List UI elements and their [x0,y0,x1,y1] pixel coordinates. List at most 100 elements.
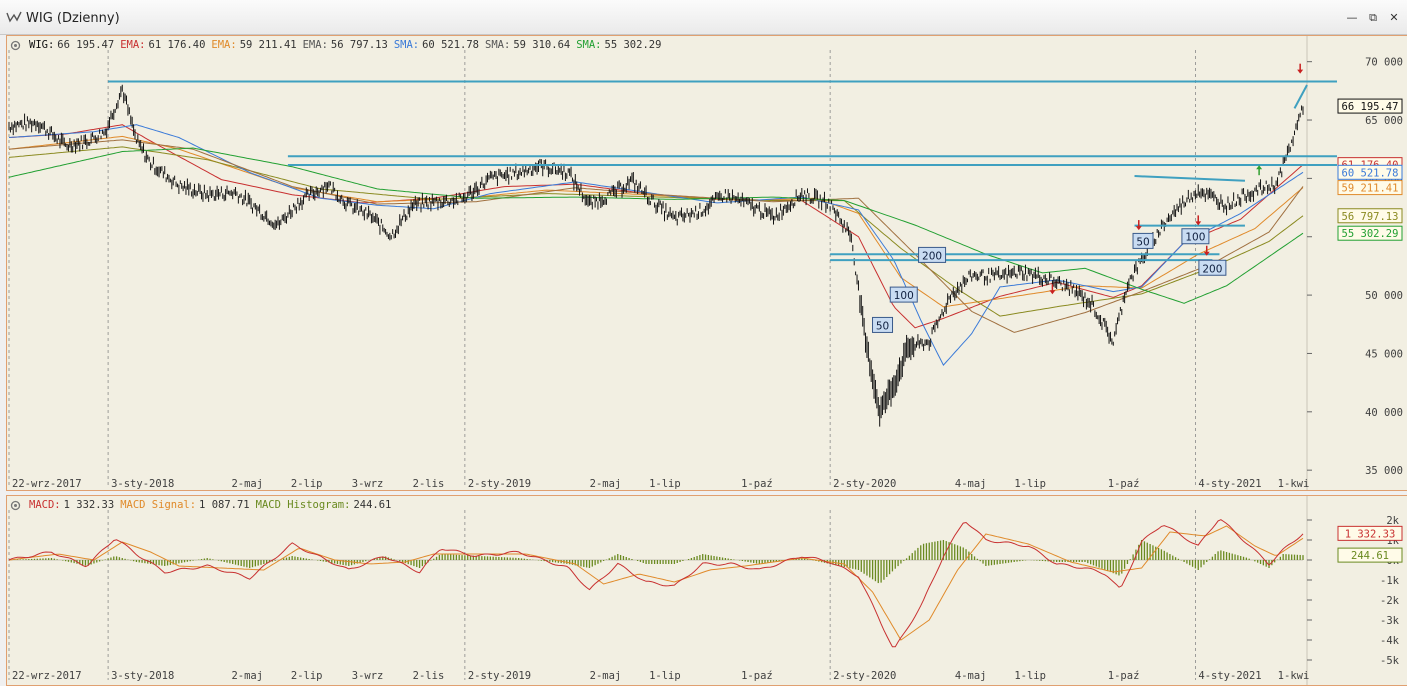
price-legend-label: EMA: [302,39,328,51]
price-value-tag: 66 195.47 [1337,98,1403,114]
price-value-tag-text: 60 521.78 [1342,167,1399,179]
y-tick-label: 50 000 [1365,290,1403,302]
x-tick-label: 4-sty-2021 [1198,478,1261,490]
x-tick-label: 1-kwi [1278,670,1310,682]
price-legend-value: 59 310.64 [513,39,571,51]
price-value-tag-text: 56 797.13 [1342,211,1399,223]
macd-value-tag: 244.61 [1337,547,1403,563]
y-tick-label: -1k [1380,575,1400,587]
price-legend-value: 61 176.40 [148,39,206,51]
macd-line [8,519,1304,648]
close-icon[interactable]: ✕ [1389,11,1399,24]
sell-arrow-icon [1195,215,1202,226]
ma-cross-annotation-label: 200 [922,250,942,262]
window-title: WIG (Dzienny) [26,11,120,26]
moving-average-line [8,147,1304,304]
price-value-tag-text: 66 195.47 [1342,101,1399,113]
macd-legend: MACD: 1 332.33 MACD Signal: 1 087.71 MACD Hi… [29,499,397,511]
macd-value-tag: 1 332.33 [1337,525,1403,541]
x-tick-label: 22-wrz-2017 [12,478,82,490]
y-tick-label: -2k [1380,595,1400,607]
x-tick-label: 2-lis [413,670,445,682]
trend-line[interactable] [1134,175,1245,182]
price-legend-value: 66 195.47 [57,39,115,51]
macd-legend-label: MACD Signal: [120,499,197,511]
x-tick-label: 2-lip [291,670,323,682]
x-tick-label: 2-maj [590,478,622,490]
x-tick-label: 1-lip [649,670,681,682]
x-tick-label: 1-lip [1014,478,1046,490]
trend-line[interactable] [1293,84,1308,109]
ma-cross-annotation-label: 200 [1202,263,1222,275]
y-tick-label: -3k [1380,615,1400,627]
ma-cross-annotation-label: 50 [876,320,889,332]
macd-histogram [11,540,1304,584]
moving-average-line [8,135,1304,308]
sell-arrow-icon [1203,245,1210,256]
macd-legend-label: MACD: [29,499,61,511]
ma-cross-annotation[interactable] [1198,259,1227,276]
x-tick-label: 2-sty-2020 [833,670,896,682]
price-legend-label: EMA: [120,39,146,51]
minimize-icon[interactable]: — [1346,11,1358,24]
price-legend-value: 56 797.13 [330,39,388,51]
ma-cross-annotation-label: 50 [1136,236,1149,248]
macd-chart-panel[interactable]: 2k1k0k-1k-2k-3k-4k-5k22-wrz-20173-sty-20… [6,495,1407,686]
x-tick-label: 22-wrz-2017 [12,670,82,682]
x-tick-label: 3-wrz [352,478,384,490]
macd-legend-value: 244.61 [353,499,392,511]
ma-cross-annotation[interactable] [1181,228,1210,245]
x-tick-label: 2-maj [590,670,622,682]
moving-average-line [8,124,1304,329]
ma-cross-annotation[interactable] [918,246,947,263]
price-legend-label: WIG: [29,39,55,51]
price-value-tag-text: 55 302.29 [1342,228,1399,240]
ma-cross-annotation-label: 100 [894,290,914,302]
settings-gear-icon[interactable] [9,499,22,512]
window-titlebar: WIG (Dzienny) — ⧉ ✕ [0,0,1407,35]
x-tick-label: 3-wrz [352,670,384,682]
macd-chart[interactable]: 2k1k0k-1k-2k-3k-4k-5k22-wrz-20173-sty-20… [7,496,1407,685]
x-tick-label: 2-lis [413,478,445,490]
price-legend-label: SMA: [393,39,420,51]
macd-signal-line [8,525,1304,641]
x-tick-label: 2-maj [231,670,263,682]
sell-arrow-icon [1135,220,1142,231]
sell-arrow-icon [1049,284,1056,295]
price-legend-label: SMA: [576,39,602,51]
y-tick-label: -4k [1380,635,1400,647]
price-value-tag: 56 797.13 [1337,208,1403,224]
ma-cross-annotation[interactable] [889,286,918,303]
macd-value-tag-text: 1 332.33 [1345,528,1396,540]
x-tick-label: 1-paź [1108,478,1140,490]
ma-cross-annotation[interactable] [872,316,894,333]
macd-legend-label: MACD Histogram: [255,499,351,511]
sell-arrow-icon [1297,63,1304,74]
restore-icon[interactable]: ⧉ [1369,11,1377,24]
ma-cross-annotation[interactable] [1132,232,1154,249]
x-tick-label: 4-maj [955,670,987,682]
price-value-tag: 59 211.41 [1337,180,1403,196]
x-tick-label: 3-sty-2018 [111,478,174,490]
x-tick-label: 1-lip [649,478,681,490]
macd-legend-value: 1 087.71 [199,499,250,511]
price-value-tag: 55 302.29 [1337,225,1403,241]
x-tick-label: 4-sty-2021 [1198,670,1261,682]
x-tick-label: 1-lip [1014,670,1046,682]
y-tick-label: 40 000 [1365,407,1403,419]
settings-gear-icon[interactable] [9,39,22,52]
x-tick-label: 1-paź [741,478,773,490]
price-legend: WIG: 66 195.47 EMA: 61 176.40 EMA: 59 211.41 E… [29,39,667,51]
y-tick-label: 35 000 [1365,465,1403,477]
x-tick-label: 2-maj [231,478,263,490]
moving-average-line [8,124,1304,366]
x-tick-label: 2-sty-2019 [468,670,531,682]
price-legend-value: 55 302.29 [604,39,662,51]
x-tick-label: 1-paź [741,670,773,682]
x-tick-label: 2-sty-2020 [833,478,896,490]
x-tick-label: 4-maj [955,478,987,490]
ma-cross-annotation-label: 100 [1185,232,1205,244]
wig-price-bars [8,84,1304,427]
